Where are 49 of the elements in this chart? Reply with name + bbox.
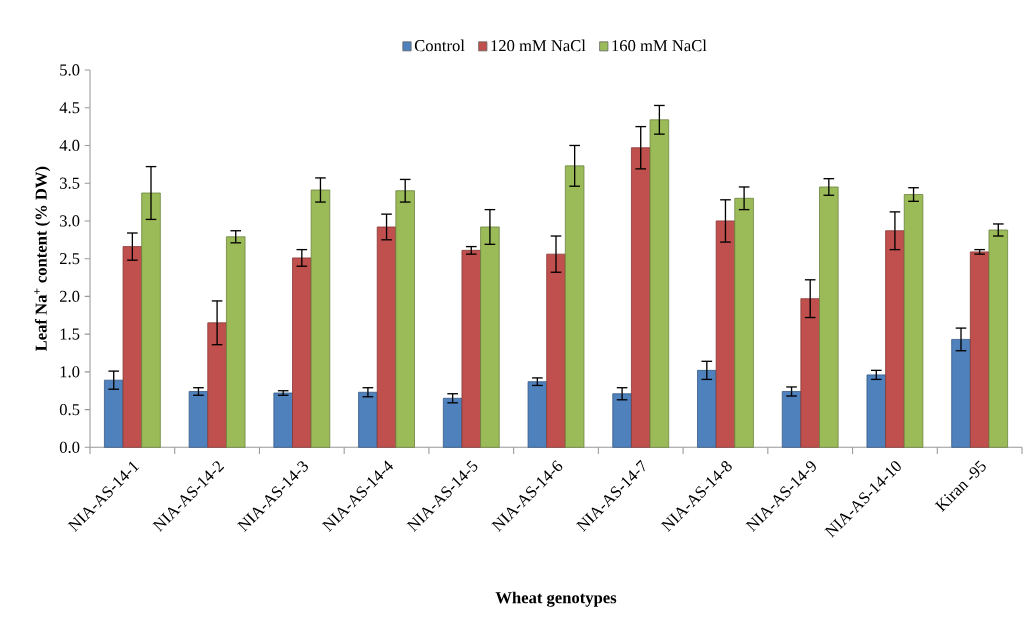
bar — [781, 391, 802, 448]
bar — [104, 379, 124, 448]
y-tick-label: 5.0 — [60, 64, 80, 76]
bar — [310, 189, 331, 448]
bar — [273, 392, 293, 448]
bar — [358, 391, 378, 448]
bar — [631, 147, 651, 448]
bar — [866, 374, 886, 448]
bar — [649, 119, 670, 448]
y-tick-label: 4.0 — [59, 139, 80, 152]
bar — [141, 192, 161, 448]
bar — [697, 369, 717, 448]
y-tick-label: 2.0 — [59, 290, 80, 303]
bar — [188, 391, 209, 448]
bar — [376, 226, 397, 448]
x-axis-title: Wheat genotypes — [495, 591, 617, 607]
bar — [480, 226, 500, 448]
bar — [612, 393, 632, 448]
y-tick-label: 2.5 — [59, 253, 80, 265]
y-tick-label: 1.0 — [60, 366, 80, 378]
bar — [885, 230, 905, 448]
bar — [969, 251, 990, 448]
bar — [988, 229, 1009, 448]
bar — [715, 220, 736, 448]
bar — [734, 197, 754, 448]
legend-label: Control — [414, 39, 465, 52]
y-tick-label: 3.0 — [60, 215, 80, 227]
bar — [226, 236, 246, 448]
bar — [564, 165, 585, 448]
legend-label: 160 mM NaCl — [612, 39, 707, 52]
bar — [122, 246, 143, 448]
bar — [546, 253, 566, 448]
bar — [395, 190, 415, 448]
bar — [903, 194, 924, 448]
y-axis-title: Leaf Na$^{+}$ content (% DW) — [34, 166, 51, 352]
bar — [951, 339, 971, 448]
bar — [527, 381, 548, 448]
legend-label: 120 mM NaCl — [491, 39, 586, 52]
bar — [461, 249, 481, 448]
bar — [442, 397, 463, 448]
y-tick-label: 4.5 — [59, 102, 80, 114]
y-tick-label: 0.0 — [59, 441, 80, 453]
y-tick-label: 1.5 — [60, 328, 80, 340]
bar — [292, 257, 312, 448]
bar — [819, 186, 839, 448]
y-tick-label: 0.5 — [59, 403, 80, 416]
y-tick-label: 3.5 — [60, 177, 80, 189]
bar — [800, 298, 820, 448]
bar — [207, 322, 227, 448]
